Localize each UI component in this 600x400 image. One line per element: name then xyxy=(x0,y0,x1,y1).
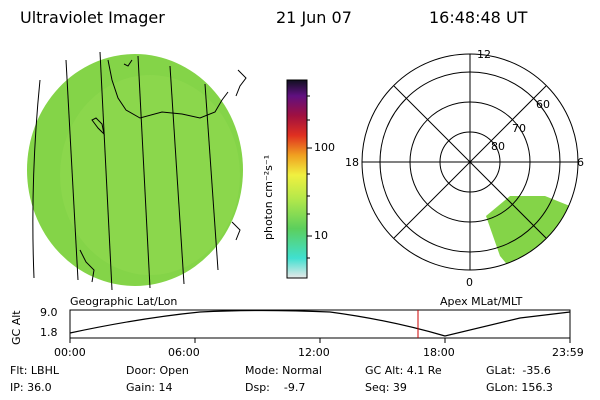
instrument-title: Ultraviolet Imager xyxy=(20,8,165,27)
earth-image xyxy=(27,51,247,291)
door-info: Door: Open xyxy=(126,364,189,377)
x-tick-2359: 23:59 xyxy=(552,346,584,359)
color-bar xyxy=(286,79,312,279)
colorbar-tick-10: 10 xyxy=(314,229,328,242)
x-tick-0000: 00:00 xyxy=(54,346,86,359)
colorbar-tick-100: 100 xyxy=(314,141,335,154)
apex-caption: Apex MLat/MLT xyxy=(440,295,523,308)
gain-info: Gain: 14 xyxy=(126,381,173,394)
gc-alt-info: GC Alt: 4.1 Re xyxy=(365,364,442,377)
mlt-label-6: 6 xyxy=(577,156,584,169)
x-tick-1200: 12:00 xyxy=(298,346,330,359)
mode-info: Mode: Normal xyxy=(245,364,322,377)
seq-info: Seq: 39 xyxy=(365,381,407,394)
glat-info: GLat: -35.6 xyxy=(486,364,551,377)
glon-info: GLon: 156.3 xyxy=(486,381,553,394)
ip-info: IP: 36.0 xyxy=(10,381,52,394)
time-label: 16:48:48 UT xyxy=(429,8,528,27)
mlt-label-12: 12 xyxy=(477,48,491,61)
colorbar-unit-label: photon cm⁻²s⁻¹ xyxy=(262,154,275,240)
dsp-info: Dsp: -9.7 xyxy=(245,381,306,394)
x-tick-1800: 18:00 xyxy=(423,346,455,359)
gc-alt-axis-label: GC Alt xyxy=(10,310,23,345)
filter-info: Flt: LBHL xyxy=(10,364,59,377)
lat-label-70: 70 xyxy=(512,122,526,135)
lat-label-60: 60 xyxy=(536,98,550,111)
lat-label-80: 80 xyxy=(491,140,505,153)
geo-caption: Geographic Lat/Lon xyxy=(70,295,178,308)
altitude-timeline xyxy=(69,309,571,343)
date-label: 21 Jun 07 xyxy=(276,8,352,27)
polar-plot xyxy=(361,53,579,271)
x-tick-0600: 06:00 xyxy=(168,346,200,359)
mlt-label-18: 18 xyxy=(345,156,359,169)
y-tick-1-8: 1.8 xyxy=(40,326,58,339)
mlt-label-0: 0 xyxy=(466,276,473,289)
y-tick-9: 9.0 xyxy=(40,306,58,319)
